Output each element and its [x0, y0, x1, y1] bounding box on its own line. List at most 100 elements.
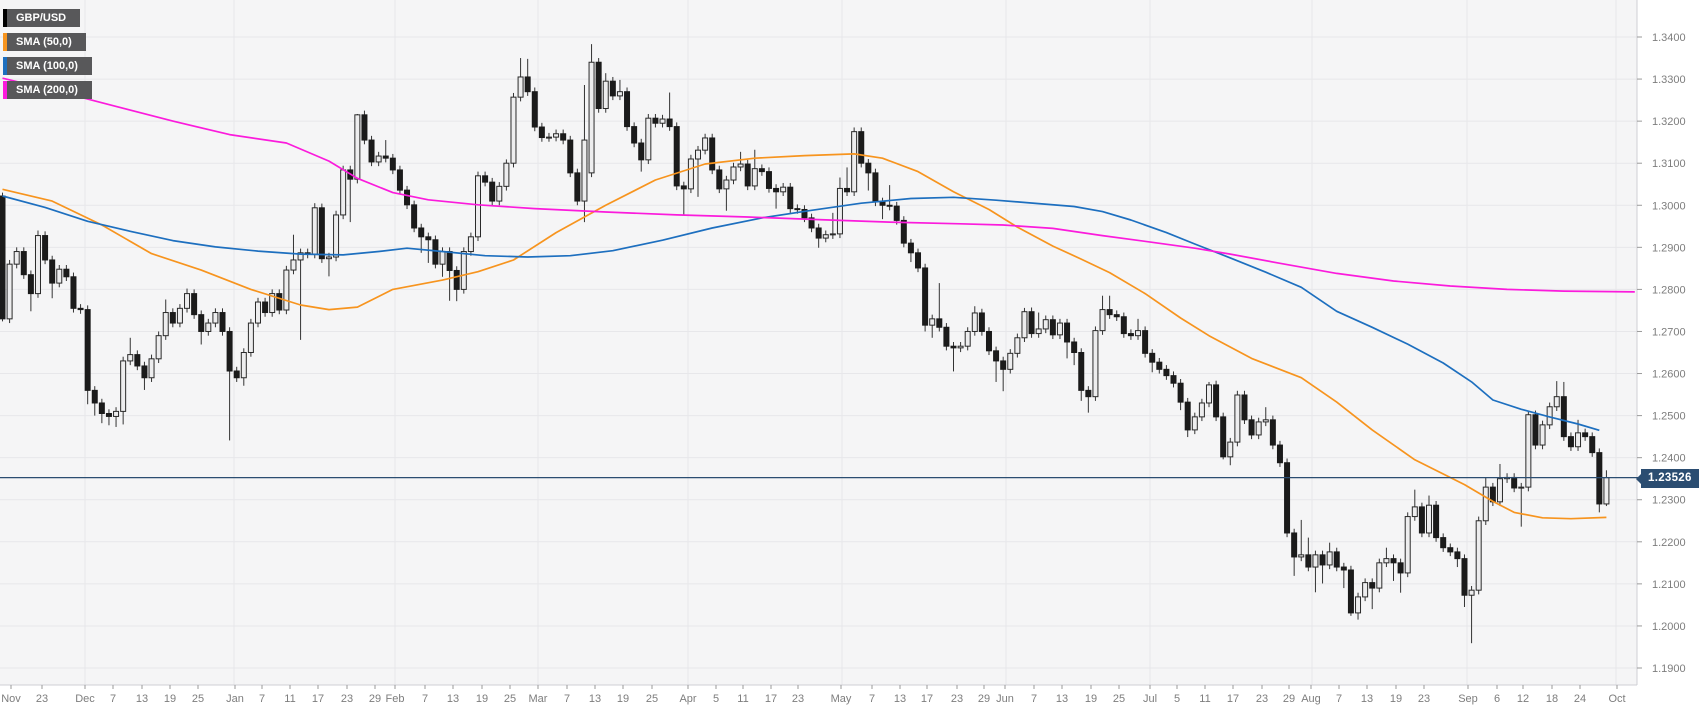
- candle-body: [950, 345, 957, 349]
- legend-item-sma100[interactable]: SMA (100,0): [3, 57, 92, 75]
- x-axis-label: 23: [1256, 693, 1268, 705]
- candle-body: [844, 187, 851, 193]
- candle-body: [474, 175, 481, 238]
- x-axis-label: 18: [1546, 693, 1558, 705]
- candle-body: [1383, 558, 1390, 564]
- candle-body: [411, 204, 418, 229]
- x-axis-label: 13: [1361, 693, 1373, 705]
- candle-body: [730, 166, 737, 181]
- candle-body: [1078, 352, 1085, 391]
- candle-body: [77, 307, 84, 311]
- candle-body: [20, 251, 27, 276]
- x-axis-label: Jan: [226, 693, 244, 705]
- candle-body: [765, 171, 772, 189]
- candle-body: [872, 172, 879, 203]
- legend-item-label: SMA (100,0): [16, 60, 78, 72]
- legend-item-label: GBP/USD: [16, 12, 67, 24]
- candle-body: [1149, 352, 1156, 363]
- candle-body: [815, 227, 822, 239]
- candle-body: [1560, 396, 1567, 438]
- candle-body: [851, 131, 858, 193]
- candle-body: [1397, 562, 1404, 574]
- candle-body: [538, 126, 545, 139]
- candle-body: [1539, 424, 1546, 446]
- candle-body: [219, 312, 226, 332]
- candle-body: [737, 163, 744, 168]
- legend-item-sma50[interactable]: SMA (50,0): [3, 33, 86, 51]
- y-axis-label: 1.2700: [1652, 326, 1686, 338]
- x-axis-label: 19: [1085, 693, 1097, 705]
- legend-item-label: SMA (200,0): [16, 84, 78, 96]
- candle-body: [1028, 311, 1035, 335]
- candle-body: [482, 175, 489, 183]
- candle-body: [70, 276, 77, 309]
- candle-body: [27, 274, 34, 295]
- candle-body: [900, 219, 907, 244]
- candle-body: [893, 205, 900, 221]
- candle-body: [1099, 309, 1106, 332]
- candle-body: [333, 214, 340, 258]
- candle-body: [105, 412, 112, 417]
- candle-body: [553, 133, 560, 138]
- candle-body: [254, 301, 261, 324]
- candle-body: [836, 187, 843, 235]
- x-axis-label: 7: [564, 693, 570, 705]
- candle-body: [0, 195, 6, 320]
- candle-body: [517, 76, 524, 98]
- candle-body: [1049, 319, 1056, 336]
- candle-body: [1000, 360, 1007, 370]
- candle-body: [1220, 416, 1227, 458]
- candle-body: [1284, 462, 1291, 534]
- candle-body: [240, 352, 247, 379]
- candle-body: [276, 293, 283, 311]
- candle-body: [375, 155, 382, 163]
- candle-body: [467, 236, 474, 253]
- candle-body: [1433, 504, 1440, 539]
- candle-body: [943, 326, 950, 347]
- candle-body: [808, 217, 815, 229]
- x-axis-label: 19: [476, 693, 488, 705]
- plot-background: [0, 0, 1637, 685]
- x-axis-label: 13: [589, 693, 601, 705]
- candle-body: [1262, 419, 1269, 423]
- candle-body: [531, 91, 538, 128]
- candle-body: [1496, 478, 1503, 503]
- candle-body: [1589, 436, 1596, 454]
- candle-body: [978, 312, 985, 332]
- candle-body: [1596, 452, 1603, 505]
- legend-item-symbol[interactable]: GBP/USD: [3, 9, 81, 27]
- x-axis-label: 25: [192, 693, 204, 705]
- candle-body: [113, 410, 120, 417]
- candle-body: [829, 233, 836, 236]
- x-axis-label: Apr: [679, 693, 696, 705]
- x-axis-label: Jul: [1143, 693, 1157, 705]
- x-axis-label: 7: [422, 693, 428, 705]
- candle-body: [91, 389, 98, 404]
- candle-body: [1603, 477, 1610, 505]
- candle-body: [1418, 506, 1425, 534]
- candle-body: [233, 370, 240, 379]
- candle-body: [879, 201, 886, 206]
- candle-body: [1092, 330, 1099, 398]
- candle-body: [680, 185, 687, 190]
- candle-body: [354, 114, 361, 180]
- candle-body: [1305, 554, 1312, 568]
- candle-body: [1042, 319, 1049, 330]
- x-axis-label: 13: [136, 693, 148, 705]
- candle-body: [453, 269, 460, 290]
- legend-item-sma200[interactable]: SMA (200,0): [3, 81, 92, 99]
- x-axis-label: 17: [312, 693, 324, 705]
- candle-body: [1255, 421, 1262, 436]
- candle-body: [1567, 436, 1574, 448]
- y-axis-label: 1.2800: [1652, 284, 1686, 296]
- candle-body: [1511, 476, 1518, 489]
- candle-body: [858, 131, 865, 164]
- candle-body: [1355, 596, 1362, 614]
- candle-body: [609, 80, 616, 97]
- candle-body: [723, 179, 730, 190]
- x-axis-label: 29: [1283, 693, 1295, 705]
- x-axis-label: Feb: [386, 693, 405, 705]
- x-axis-label: 17: [921, 693, 933, 705]
- candle-body: [666, 118, 673, 128]
